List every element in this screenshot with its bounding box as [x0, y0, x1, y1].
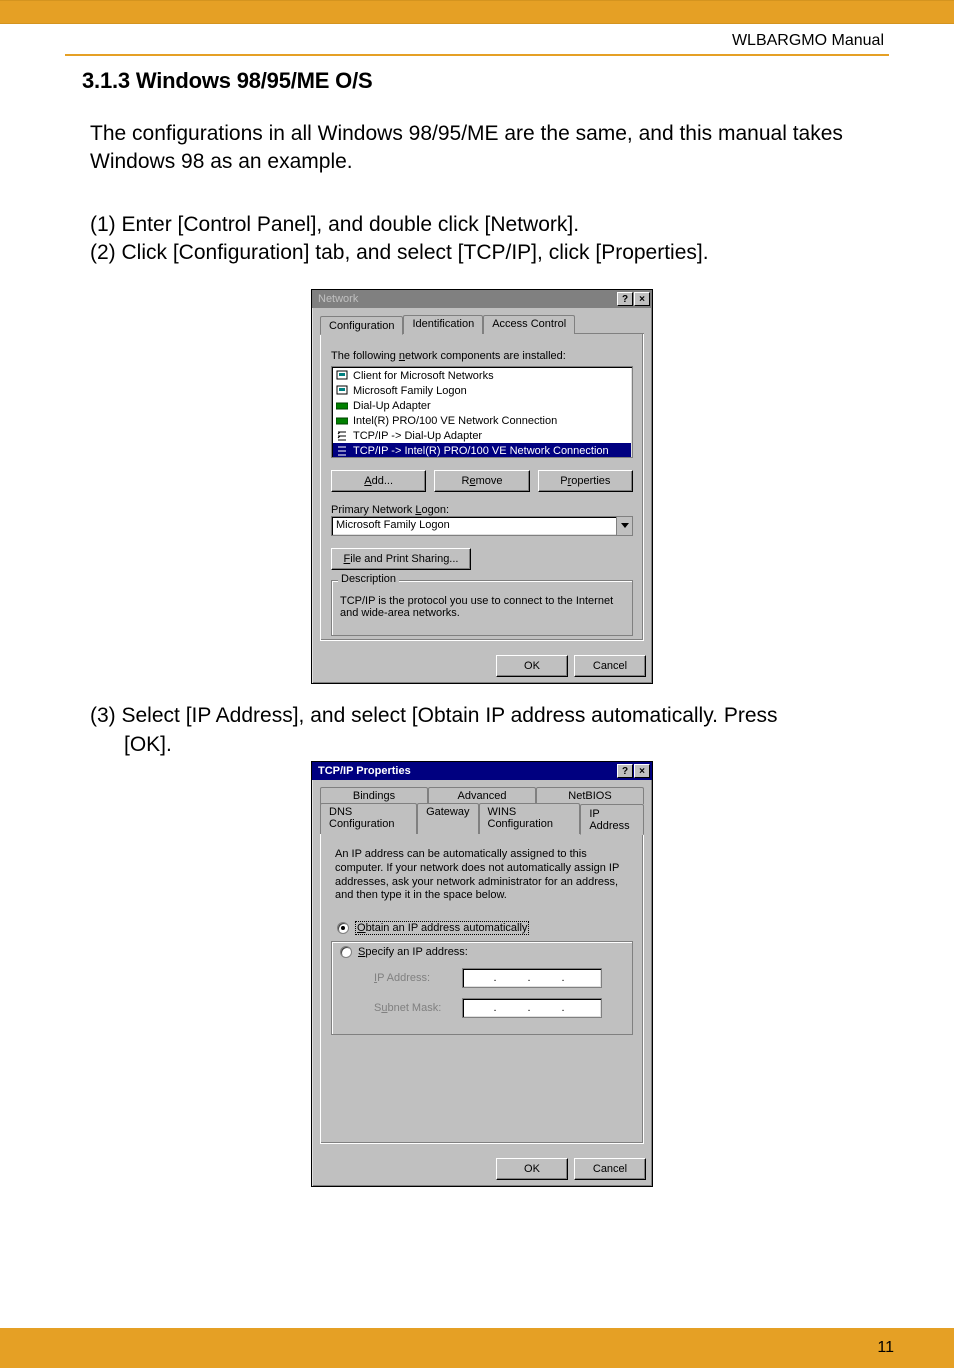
figure-network-dialog: Network ? × Configuration Identification…: [90, 289, 874, 684]
close-button[interactable]: ×: [634, 764, 650, 778]
properties-button[interactable]: Properties: [538, 470, 633, 492]
adapter-icon: [335, 415, 349, 427]
list-item-selected[interactable]: TCP/IP -> Intel(R) PRO/100 VE Network Co…: [333, 443, 631, 458]
radio-obtain-auto[interactable]: Obtain an IP address automatically: [337, 921, 633, 935]
network-title: Network: [314, 293, 616, 305]
network-titlebar: Network ? ×: [312, 290, 652, 308]
doc-title: WLBARGMO Manual: [0, 24, 954, 54]
ok-button[interactable]: OK: [496, 655, 568, 677]
tcpip-title: TCP/IP Properties: [314, 765, 616, 777]
tab-dns-configuration[interactable]: DNS Configuration: [320, 803, 417, 834]
step-3-line1: (3) Select [IP Address], and select [Obt…: [90, 702, 874, 730]
add-button[interactable]: Add...: [331, 470, 426, 492]
ok-button[interactable]: OK: [496, 1158, 568, 1180]
close-button[interactable]: ×: [634, 292, 650, 306]
page-content: 3.1.3 Windows 98/95/ME O/S The configura…: [0, 68, 954, 1187]
section-heading: 3.1.3 Windows 98/95/ME O/S: [82, 68, 874, 94]
page-top-accent-bar: [0, 0, 954, 24]
radio-icon: [337, 922, 349, 934]
page-footer-bar: 11: [0, 1328, 954, 1368]
tcpip-description: An IP address can be automatically assig…: [335, 848, 629, 903]
primary-logon-label: Primary Network Logon:: [331, 504, 633, 516]
installed-components-label: The following network components are ins…: [331, 350, 633, 362]
tab-wins-configuration[interactable]: WINS Configuration: [479, 803, 581, 834]
network-tabs: Configuration Identification Access Cont…: [320, 314, 644, 334]
list-item[interactable]: TCP/IP -> Dial-Up Adapter: [333, 428, 631, 443]
intro-paragraph: The configurations in all Windows 98/95/…: [90, 120, 874, 177]
tab-access-control[interactable]: Access Control: [483, 315, 575, 334]
description-legend: Description: [338, 573, 399, 585]
tcpip-titlebar: TCP/IP Properties ? ×: [312, 762, 652, 780]
header-rule: [65, 54, 889, 56]
step-1: (1) Enter [Control Panel], and double cl…: [90, 211, 874, 239]
primary-logon-dropdown[interactable]: Microsoft Family Logon: [331, 516, 633, 536]
file-print-sharing-button[interactable]: File and Print Sharing...: [331, 548, 471, 570]
tab-configuration[interactable]: Configuration: [320, 316, 403, 335]
tab-identification[interactable]: Identification: [403, 315, 483, 334]
subnet-mask-label: Subnet Mask:: [374, 1002, 462, 1014]
radio-specify-label: Specify an IP address:: [358, 946, 468, 958]
list-item[interactable]: Intel(R) PRO/100 VE Network Connection: [333, 413, 631, 428]
remove-button[interactable]: Remove: [434, 470, 529, 492]
protocol-icon: [335, 430, 349, 442]
ip-address-input[interactable]: ...: [462, 968, 602, 988]
list-item[interactable]: Dial-Up Adapter: [333, 398, 631, 413]
tab-bindings[interactable]: Bindings: [320, 787, 428, 804]
tab-ip-address[interactable]: IP Address: [580, 804, 644, 835]
adapter-icon: [335, 400, 349, 412]
client-icon: [335, 370, 349, 382]
tab-advanced[interactable]: Advanced: [428, 787, 536, 804]
cancel-button[interactable]: Cancel: [574, 655, 646, 677]
radio-specify-ip[interactable]: Specify an IP address:: [340, 946, 624, 958]
subnet-mask-input[interactable]: ...: [462, 998, 602, 1018]
client-icon: [335, 385, 349, 397]
description-text: TCP/IP is the protocol you use to connec…: [340, 595, 624, 619]
list-item[interactable]: Microsoft Family Logon: [333, 383, 631, 398]
radio-icon: [340, 946, 352, 958]
ip-address-label: IP Address:: [374, 972, 462, 984]
figure-tcpip-dialog: TCP/IP Properties ? × Bindings Advanced …: [90, 761, 874, 1187]
primary-logon-value: Microsoft Family Logon: [332, 517, 616, 535]
cancel-button[interactable]: Cancel: [574, 1158, 646, 1180]
chevron-down-icon[interactable]: [616, 517, 632, 535]
list-item[interactable]: Client for Microsoft Networks: [333, 368, 631, 383]
components-listbox[interactable]: Client for Microsoft Networks Microsoft …: [331, 366, 633, 458]
help-button[interactable]: ?: [617, 292, 633, 306]
tab-netbios[interactable]: NetBIOS: [536, 787, 644, 804]
page-number: 11: [877, 1339, 894, 1357]
radio-obtain-auto-label: Obtain an IP address automatically: [355, 921, 529, 935]
help-button[interactable]: ?: [617, 764, 633, 778]
step-2: (2) Click [Configuration] tab, and selec…: [90, 239, 874, 267]
step-3-line2: [OK].: [90, 731, 874, 759]
protocol-icon: [335, 445, 349, 457]
tab-gateway[interactable]: Gateway: [417, 803, 478, 834]
